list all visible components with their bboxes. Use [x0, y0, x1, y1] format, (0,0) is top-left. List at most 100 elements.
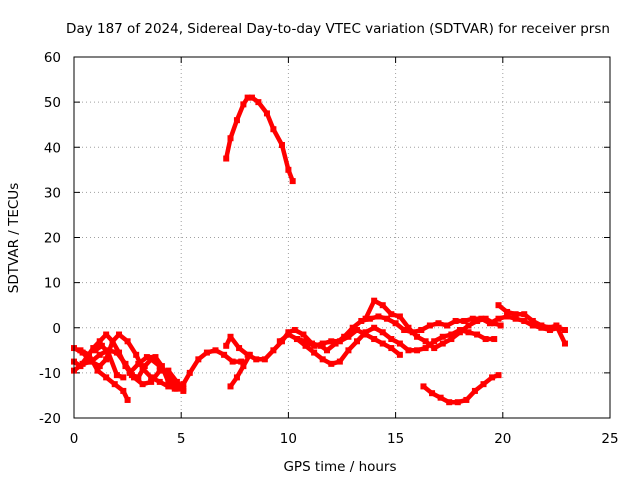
data-point	[212, 347, 219, 354]
data-point	[165, 383, 172, 390]
data-point	[471, 387, 478, 394]
data-point	[388, 311, 395, 318]
data-point	[86, 351, 93, 358]
series-arc-14	[228, 352, 253, 389]
data-point	[113, 372, 120, 379]
data-point	[414, 333, 421, 340]
y-tick-label: -20	[39, 411, 61, 427]
data-point	[345, 333, 352, 340]
data-point	[426, 322, 433, 329]
data-point	[431, 345, 438, 352]
data-point	[96, 351, 103, 358]
data-point	[469, 315, 476, 322]
data-point	[482, 336, 489, 343]
grid-lines	[74, 57, 610, 418]
data-point	[388, 336, 395, 343]
data-point	[165, 378, 172, 385]
data-point	[319, 356, 326, 363]
data-point	[116, 331, 123, 338]
data-point	[504, 308, 511, 315]
data-point	[366, 315, 373, 322]
data-point	[291, 327, 298, 334]
data-point	[300, 331, 307, 338]
data-point	[109, 338, 116, 345]
data-point	[253, 356, 260, 363]
data-point	[285, 166, 292, 173]
data-point	[148, 374, 155, 381]
data-point	[248, 94, 255, 101]
data-point	[439, 340, 446, 347]
y-tick-label: -10	[39, 366, 61, 382]
data-point	[113, 349, 120, 356]
data-point	[240, 363, 247, 370]
data-point	[495, 302, 502, 309]
axis-ticks: 0 5 10 15 20 25 -20 -10 0 10 20 30 40 50 60	[39, 50, 619, 447]
data-point	[122, 360, 129, 367]
data-point	[120, 374, 127, 381]
data-point	[431, 338, 438, 345]
data-point	[285, 331, 292, 338]
data-point	[512, 311, 519, 318]
data-point	[135, 374, 142, 381]
data-point	[465, 322, 472, 329]
data-point	[103, 356, 110, 363]
series-arc-13	[421, 372, 501, 405]
data-point	[482, 315, 489, 322]
data-point	[233, 117, 240, 124]
data-point	[371, 336, 378, 343]
data-point	[561, 327, 568, 334]
data-point	[302, 338, 309, 345]
data-point	[396, 351, 403, 358]
data-point	[521, 311, 528, 318]
data-point	[229, 358, 236, 365]
y-tick-label: 40	[44, 140, 61, 156]
data-point	[92, 347, 99, 354]
data-point	[133, 351, 140, 358]
y-tick-label: 50	[44, 95, 61, 111]
x-tick-label: 25	[601, 431, 618, 447]
data-point	[79, 360, 86, 367]
data-point	[465, 329, 472, 336]
data-point	[244, 94, 251, 101]
data-point	[186, 369, 193, 376]
data-point	[255, 99, 262, 106]
data-point	[446, 399, 453, 406]
data-point	[521, 317, 528, 324]
data-point	[96, 338, 103, 345]
data-point	[221, 351, 228, 358]
data-point	[319, 340, 326, 347]
data-point	[384, 315, 391, 322]
data-point	[420, 383, 427, 390]
data-point	[396, 340, 403, 347]
data-point	[439, 333, 446, 340]
data-point	[354, 338, 361, 345]
y-tick-label: 0	[52, 321, 61, 337]
data-point	[422, 345, 429, 352]
data-point	[336, 338, 343, 345]
data-point	[561, 340, 568, 347]
y-tick-label: 20	[44, 231, 61, 247]
data-point	[444, 322, 451, 329]
data-point	[371, 324, 378, 331]
data-point	[328, 338, 335, 345]
data-point	[143, 354, 150, 361]
data-point	[512, 315, 519, 322]
data-point	[227, 333, 234, 340]
y-axis-label: SDTVAR / TECUs	[6, 183, 22, 293]
data-point	[546, 324, 553, 331]
data-point	[158, 363, 165, 370]
data-point	[289, 178, 296, 185]
x-axis-label: GPS time / hours	[283, 459, 396, 475]
data-point	[124, 338, 131, 345]
data-series	[71, 94, 568, 406]
data-point	[454, 399, 461, 406]
y-tick-label: 10	[44, 276, 61, 292]
data-point	[141, 363, 148, 370]
data-point	[173, 378, 180, 385]
data-point	[270, 126, 277, 133]
data-point	[480, 381, 487, 388]
data-point	[489, 374, 496, 381]
data-point	[336, 358, 343, 365]
data-point	[126, 369, 133, 376]
data-point	[358, 317, 365, 324]
